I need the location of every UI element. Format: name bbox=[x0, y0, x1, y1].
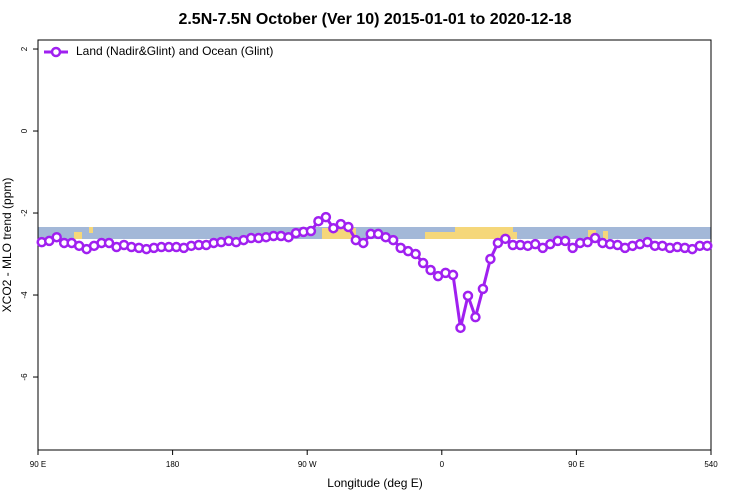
point bbox=[51, 231, 62, 243]
y-tick-label: -2 bbox=[20, 209, 29, 217]
legend-label: Land (Nadir&Glint) and Ocean (Glint) bbox=[76, 44, 273, 58]
point bbox=[313, 215, 324, 227]
point bbox=[500, 233, 511, 245]
point bbox=[582, 236, 593, 248]
x-tick-label: 0 bbox=[440, 460, 445, 469]
x-tick-label: 180 bbox=[166, 460, 180, 469]
land-patch bbox=[322, 228, 356, 239]
x-axis-label: Longitude (deg E) bbox=[327, 476, 422, 490]
x-tick-label: 90 W bbox=[298, 460, 317, 469]
point bbox=[387, 234, 399, 246]
point bbox=[702, 240, 713, 252]
point bbox=[358, 237, 369, 249]
chart-title: 2.5N-7.5N October (Ver 10) 2015-01-01 to… bbox=[178, 11, 571, 28]
land-patch bbox=[603, 231, 608, 239]
point bbox=[305, 225, 317, 237]
y-axis-label: XCO2 - MLO trend (ppm) bbox=[0, 178, 14, 313]
y-tick-label: -6 bbox=[20, 373, 29, 381]
point bbox=[589, 232, 601, 244]
y-tick-label: 2 bbox=[20, 46, 29, 51]
point bbox=[320, 211, 332, 223]
point bbox=[462, 290, 474, 302]
land-patch bbox=[425, 232, 517, 239]
point bbox=[425, 264, 436, 276]
point bbox=[283, 231, 294, 243]
x-tick-label: 90 E bbox=[30, 460, 46, 469]
point bbox=[485, 253, 496, 265]
point bbox=[567, 242, 578, 254]
x-tick-label: 540 bbox=[704, 460, 718, 469]
land-patch bbox=[89, 227, 93, 233]
point bbox=[470, 311, 481, 323]
legend-marker bbox=[50, 46, 62, 58]
point bbox=[328, 222, 339, 234]
point bbox=[103, 237, 115, 249]
point bbox=[410, 248, 421, 260]
y-tick-label: -4 bbox=[20, 291, 29, 299]
point bbox=[477, 283, 489, 295]
point bbox=[417, 257, 429, 269]
point bbox=[455, 322, 466, 334]
point bbox=[343, 221, 354, 233]
point bbox=[492, 237, 504, 249]
land-patch bbox=[74, 232, 82, 239]
point bbox=[447, 269, 459, 281]
land-patch bbox=[455, 227, 513, 233]
y-tick-label: 0 bbox=[20, 128, 29, 133]
x-tick-label: 90 E bbox=[568, 460, 584, 469]
point bbox=[559, 235, 571, 247]
